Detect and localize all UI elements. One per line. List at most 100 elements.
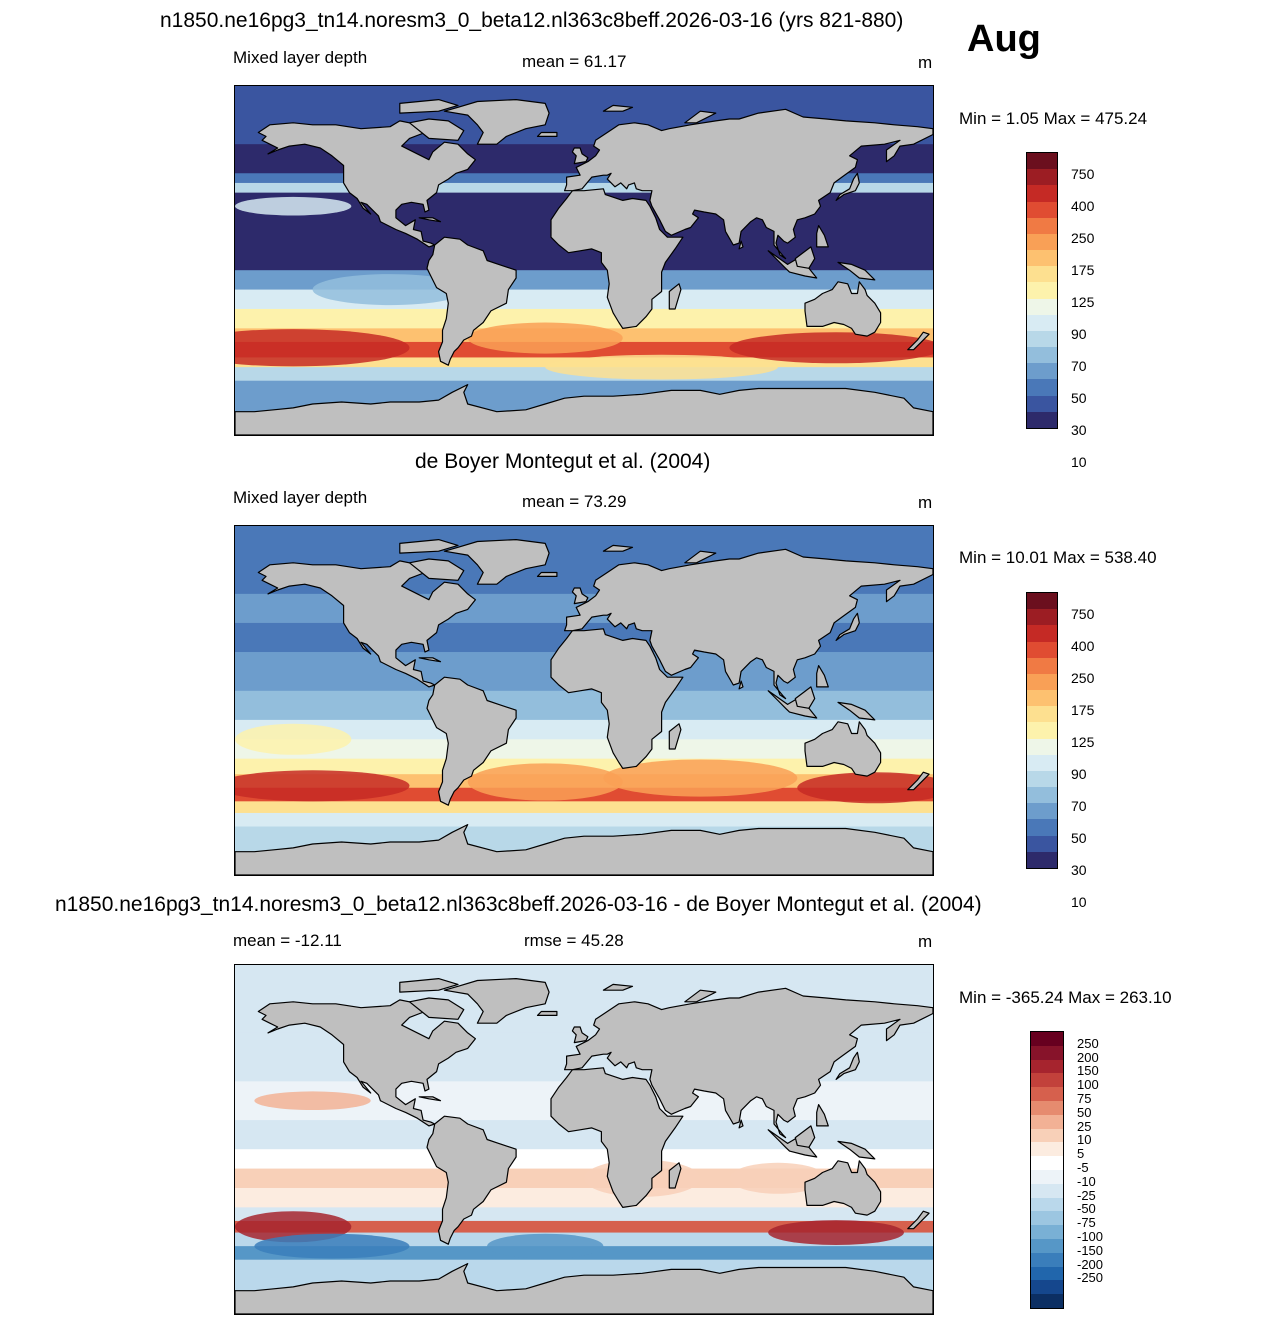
colorbar-segment <box>1027 363 1057 380</box>
colorbar-segment <box>1027 851 1057 869</box>
field-band <box>235 719 933 740</box>
land-africa <box>550 628 684 769</box>
land-greenland <box>443 978 550 1024</box>
colorbar-segment <box>1031 1211 1063 1226</box>
colorbar-segment <box>1031 1059 1063 1074</box>
panel1-map <box>234 85 934 436</box>
land-australia <box>804 281 882 337</box>
colorbar-segment <box>1027 169 1057 186</box>
land-layer <box>235 539 933 875</box>
colorbar-segment <box>1027 217 1057 235</box>
panel1-variable-label: Mixed layer depth <box>233 48 368 67</box>
land-sriLanka <box>738 1119 744 1129</box>
panel1-title: n1850.ne16pg3_tn14.noresm3_0_beta12.nl36… <box>160 9 904 32</box>
land-southamerica <box>426 236 517 366</box>
field-feature <box>487 1233 604 1259</box>
colorbar-segment <box>1027 722 1057 740</box>
colorbar-tick-label: 200 <box>1077 1049 1099 1065</box>
land-australia <box>804 1160 882 1216</box>
field-feature <box>254 1091 371 1111</box>
land-layer <box>235 99 933 435</box>
land-uk <box>571 147 589 165</box>
land-borneo <box>794 246 816 269</box>
colorbar-segment <box>1027 835 1057 853</box>
panel2-variable-label: Mixed layer depth <box>233 488 368 507</box>
panel2-units-label: m <box>918 493 933 512</box>
land-ellesmere <box>399 539 459 554</box>
colorbar-tick-label: 175 <box>1071 701 1095 718</box>
panel3-minmax-label: Min = -365.24 Max = 263.10 <box>959 988 1172 1007</box>
colorbar-tick-label: -25 <box>1077 1187 1096 1203</box>
colorbar-tick-label: 400 <box>1071 197 1095 214</box>
colorbar-tick-label: -10 <box>1077 1173 1096 1189</box>
colorbar-tick-label: 10 <box>1077 1132 1092 1148</box>
field-feature <box>235 770 410 802</box>
colorbar-segment <box>1027 185 1057 203</box>
land-iceland <box>536 1010 558 1016</box>
colorbar-segment <box>1027 770 1057 788</box>
land-novaya <box>684 550 717 564</box>
colorbar-tick-label: 90 <box>1071 325 1087 342</box>
land-antarctica <box>235 824 933 875</box>
land-southamerica <box>426 1115 517 1245</box>
field-feature <box>312 274 468 306</box>
colorbar-segment <box>1027 754 1057 772</box>
colorbar-segment <box>1027 411 1057 429</box>
colorbar-tick-label: 250 <box>1071 229 1095 246</box>
colorbar-segment <box>1027 330 1057 348</box>
colorbar-segment <box>1027 298 1057 316</box>
field-band <box>235 1207 933 1222</box>
colorbar-tick-label: -50 <box>1077 1201 1096 1217</box>
land-japan <box>835 1051 860 1080</box>
land-greenland <box>443 539 550 585</box>
colorbar-segment <box>1027 738 1057 756</box>
colorbar-segment <box>1031 1170 1063 1185</box>
field-band <box>235 308 933 329</box>
colorbar-segment <box>1027 673 1057 691</box>
colorbar-segment <box>1031 1225 1063 1240</box>
colorbar-segment <box>1031 1142 1063 1157</box>
colorbar-segment <box>1027 787 1057 804</box>
land-uk <box>571 1026 589 1044</box>
colorbar-tick-label: 50 <box>1071 829 1087 846</box>
land-antarctica <box>235 384 933 435</box>
land-ellesmere <box>399 978 459 993</box>
land-cuba <box>418 217 442 223</box>
colorbar-segment <box>1027 819 1057 837</box>
field-feature <box>235 723 352 755</box>
land-philippines <box>816 225 829 248</box>
panel3-colorbar: 250 200 150 100 75 50 25 10 5 -5 -10 -25 -50 -75 -100-… <box>1030 1031 1140 1311</box>
colorbar-tick-label: 25 <box>1077 1118 1092 1134</box>
field-band <box>235 739 933 760</box>
colorbar-tick-label: 75 <box>1077 1091 1092 1106</box>
field-band <box>235 812 933 828</box>
field-band <box>235 801 933 814</box>
land-borneo <box>794 1125 816 1148</box>
field-feature <box>729 332 933 364</box>
land-newguinea <box>837 1140 876 1160</box>
colorbar-tick-label: 50 <box>1077 1104 1092 1120</box>
colorbar-tick-label: 30 <box>1071 421 1087 438</box>
land-australia <box>804 721 882 777</box>
land-philippines <box>816 665 829 688</box>
colorbar-segment <box>1027 153 1057 170</box>
colorbar-tick-label: -5 <box>1077 1160 1089 1175</box>
land-northamerica <box>257 560 476 688</box>
colorbar-segment <box>1031 1114 1063 1130</box>
land-newguinea <box>837 261 876 281</box>
field-band <box>235 1220 933 1234</box>
colorbar-segment <box>1031 1045 1063 1061</box>
colorbar-segment <box>1027 706 1057 723</box>
land-madagascar <box>668 1162 682 1189</box>
colorbar-segment <box>1027 314 1057 332</box>
colorbar-tick-label: 30 <box>1071 861 1087 878</box>
land-philippines <box>816 1104 829 1127</box>
panel1-minmax-label: Min = 1.05 Max = 475.24 <box>959 109 1148 128</box>
field-feature <box>467 322 623 354</box>
field-feature <box>729 1162 827 1194</box>
panel3-title: n1850.ne16pg3_tn14.noresm3_0_beta12.nl36… <box>55 893 982 916</box>
land-eurasia <box>564 108 933 260</box>
colorbar-tick-label: -75 <box>1077 1215 1096 1231</box>
panel1-units-label: m <box>918 53 933 72</box>
land-uk <box>571 587 589 605</box>
